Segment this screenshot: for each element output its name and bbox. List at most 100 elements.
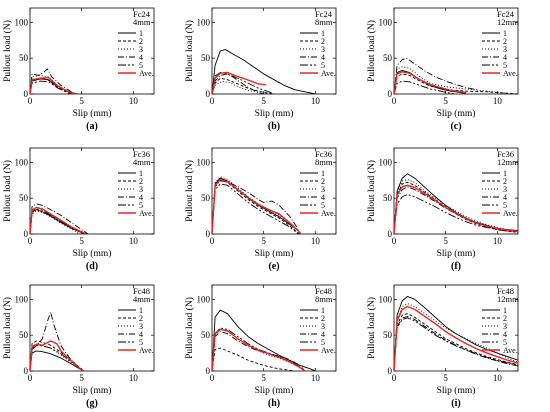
series-line-2 bbox=[212, 179, 301, 234]
plot-frame bbox=[29, 7, 155, 95]
y-tick-label: 0 bbox=[388, 89, 393, 99]
y-tick-label: 50 bbox=[19, 193, 29, 203]
y-axis-label: Pullout load (N) bbox=[184, 297, 195, 359]
legend-label: 4 bbox=[503, 330, 507, 339]
x-tick-label: 0 bbox=[392, 96, 397, 106]
series-line-3 bbox=[212, 80, 269, 94]
series-line-5 bbox=[212, 183, 300, 234]
x-axis-label: Slip (mm) bbox=[255, 385, 294, 396]
panel-subtitle: 12mm bbox=[497, 17, 519, 27]
legend-label: 5 bbox=[503, 338, 507, 347]
series-line-3 bbox=[394, 179, 518, 234]
series-line-4 bbox=[394, 57, 477, 94]
x-tick-label: 10 bbox=[129, 236, 139, 246]
panel-subtitle: 4mm bbox=[133, 294, 151, 304]
legend-label: 4 bbox=[321, 53, 325, 62]
legend-label: 1 bbox=[321, 169, 325, 178]
series-line-5 bbox=[212, 72, 275, 94]
series-line-5 bbox=[30, 80, 72, 94]
panel-title: Fc48 bbox=[497, 286, 514, 296]
legend-label: Ave. bbox=[503, 69, 518, 78]
x-tick-label: 0 bbox=[392, 236, 397, 246]
series-line-3 bbox=[394, 66, 508, 94]
series-group bbox=[30, 203, 89, 234]
panel-label: (a) bbox=[86, 121, 98, 132]
y-tick-label: 0 bbox=[388, 366, 393, 376]
y-tick-label: 0 bbox=[206, 89, 211, 99]
panel-title: Fc24 bbox=[133, 9, 151, 19]
series-group bbox=[212, 309, 316, 371]
series-group bbox=[212, 176, 302, 234]
y-tick-label: 0 bbox=[206, 366, 211, 376]
legend-label: 3 bbox=[503, 45, 507, 54]
x-tick-label: 0 bbox=[28, 236, 33, 246]
y-tick-label: 50 bbox=[383, 193, 393, 203]
series-line-2 bbox=[30, 77, 74, 94]
y-tick-label: 50 bbox=[383, 53, 393, 63]
series-line-3 bbox=[30, 210, 80, 234]
legend-label: Ave. bbox=[503, 346, 518, 355]
legend-label: 2 bbox=[321, 37, 325, 46]
series-line-4 bbox=[212, 331, 306, 371]
series-line-2 bbox=[212, 347, 295, 371]
x-tick-label: 10 bbox=[311, 236, 321, 246]
series-line-ave bbox=[30, 206, 87, 234]
panel-label: (b) bbox=[268, 121, 280, 132]
panel: 0 50 100 0 5 10 Slip (mm) Pullout load (N) (f) Fc… bbox=[366, 147, 519, 272]
y-tick-label: 0 bbox=[24, 229, 29, 239]
legend-label: 2 bbox=[503, 314, 507, 323]
panel-label: (d) bbox=[86, 261, 98, 272]
series-line-1 bbox=[394, 173, 518, 234]
series-line-2 bbox=[394, 313, 518, 371]
panel: 0 50 100 0 5 10 Slip (mm) Pullout load (N) (b) Fc… bbox=[184, 7, 337, 132]
legend-label: 4 bbox=[139, 53, 143, 62]
series-line-1 bbox=[212, 309, 316, 371]
series-line-ave bbox=[212, 328, 306, 371]
series-line-4 bbox=[394, 186, 518, 234]
x-tick-label: 5 bbox=[261, 96, 266, 106]
x-tick-label: 5 bbox=[443, 236, 448, 246]
x-tick-label: 0 bbox=[392, 373, 397, 383]
y-axis-label: Pullout load (N) bbox=[366, 160, 377, 222]
series-line-4 bbox=[30, 68, 78, 94]
x-tick-label: 0 bbox=[210, 236, 215, 246]
x-axis-label: Slip (mm) bbox=[73, 385, 112, 396]
panel-label: (h) bbox=[268, 398, 280, 409]
legend-label: 3 bbox=[321, 45, 325, 54]
x-tick-label: 10 bbox=[311, 96, 321, 106]
legend-label: 5 bbox=[139, 201, 143, 210]
legend-label: 1 bbox=[139, 169, 143, 178]
y-tick-label: 0 bbox=[388, 229, 393, 239]
plot-frame bbox=[211, 147, 337, 235]
y-tick-label: 0 bbox=[24, 89, 29, 99]
legend-label: 5 bbox=[321, 201, 325, 210]
y-tick-label: 100 bbox=[197, 157, 211, 167]
legend-label: 2 bbox=[139, 37, 143, 46]
legend-label: 3 bbox=[503, 322, 507, 331]
x-tick-label: 0 bbox=[210, 96, 215, 106]
panel: 0 50 100 0 5 10 Slip (mm) Pullout load (N) (h) Fc… bbox=[184, 284, 337, 409]
series-group bbox=[30, 68, 78, 94]
series-group bbox=[394, 57, 518, 94]
panel-subtitle: 12mm bbox=[497, 294, 519, 304]
panel-title: Fc36 bbox=[315, 149, 332, 159]
panel-title: Fc24 bbox=[497, 9, 515, 19]
plot-frame bbox=[211, 284, 337, 372]
legend-label: 5 bbox=[503, 61, 507, 70]
y-tick-label: 100 bbox=[379, 294, 393, 304]
series-line-ave bbox=[212, 178, 302, 234]
y-tick-label: 50 bbox=[201, 193, 211, 203]
series-line-ave bbox=[394, 305, 518, 371]
y-tick-label: 100 bbox=[197, 294, 211, 304]
legend-label: Ave. bbox=[321, 209, 336, 218]
x-axis-label: Slip (mm) bbox=[437, 248, 476, 259]
y-tick-label: 100 bbox=[15, 157, 29, 167]
legend-label: 4 bbox=[321, 330, 325, 339]
series-group bbox=[212, 49, 316, 94]
panel-subtitle: 4mm bbox=[133, 17, 151, 27]
y-tick-label: 100 bbox=[15, 17, 29, 27]
y-axis-label: Pullout load (N) bbox=[184, 160, 195, 222]
y-axis-label: Pullout load (N) bbox=[366, 20, 377, 82]
legend-label: 2 bbox=[503, 37, 507, 46]
panel-label: (c) bbox=[450, 121, 461, 132]
